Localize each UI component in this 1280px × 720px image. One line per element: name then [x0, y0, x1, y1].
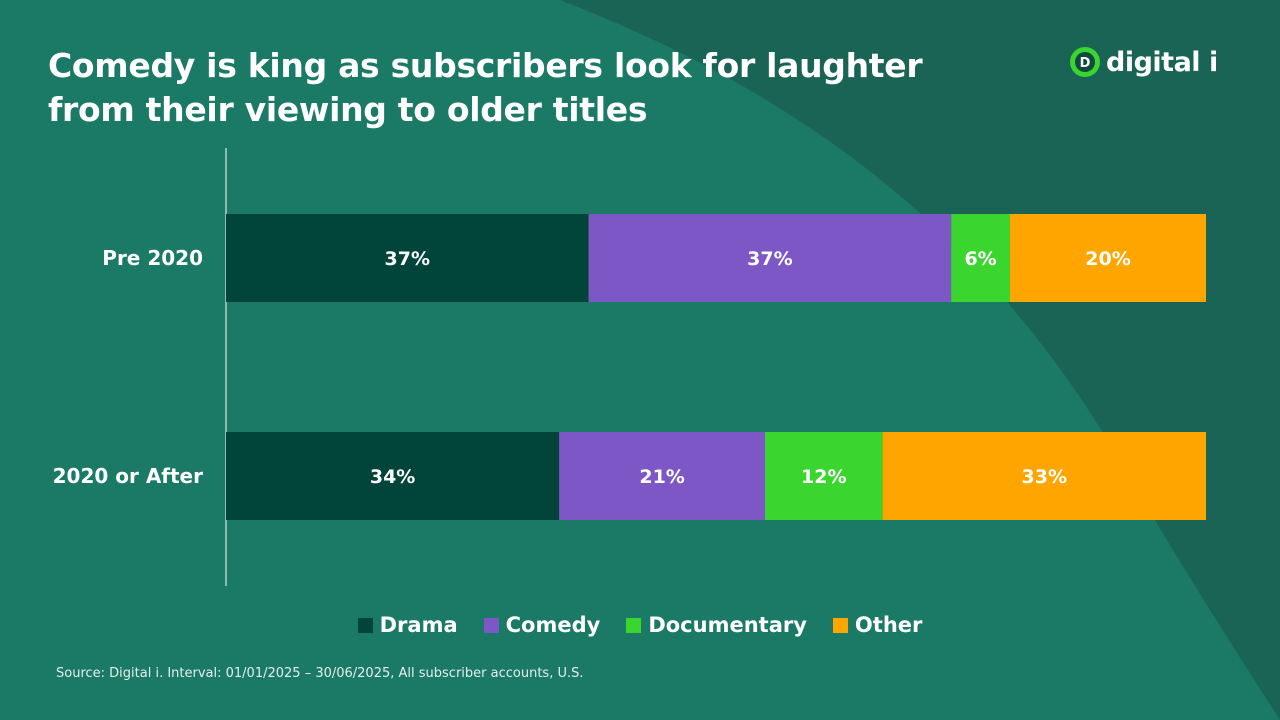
bar-segment-other [1010, 214, 1206, 302]
legend-label: Drama [379, 613, 458, 637]
legend-item-documentary: Documentary [626, 613, 807, 637]
data-label: 12% [801, 466, 846, 488]
logo-text: digital i [1106, 46, 1218, 78]
legend-swatch [832, 617, 848, 633]
legend-item-comedy: Comedy [483, 613, 601, 637]
bar-segment-other [882, 432, 1206, 520]
data-label: 21% [639, 466, 684, 488]
data-label: 6% [964, 248, 996, 270]
legend-swatch [626, 617, 642, 633]
legend-swatch [357, 617, 373, 633]
source-note: Source: Digital i. Interval: 01/01/2025 … [56, 666, 584, 681]
brand-logo: D digital i [1070, 44, 1218, 80]
legend-swatch [483, 617, 499, 633]
legend-label: Documentary [648, 613, 807, 637]
chart-title: Comedy is king as subscribers look for l… [48, 46, 923, 129]
digital-i-logo-icon: D [1070, 47, 1100, 77]
bar-segment-drama [226, 214, 589, 302]
bar-segment-drama [226, 432, 560, 520]
data-label: 33% [1022, 466, 1067, 488]
bar-segment-documentary [951, 214, 1010, 302]
bar-segment-comedy [588, 214, 952, 302]
data-label: 37% [747, 248, 792, 270]
category-label: 2020 or After [53, 464, 203, 488]
data-label: 37% [385, 248, 430, 270]
chart-legend: Drama Comedy Documentary Other [0, 610, 1280, 640]
legend-label: Comedy [505, 613, 601, 637]
category-label: Pre 2020 [102, 246, 203, 270]
legend-label: Other [854, 613, 923, 637]
bar-segment-comedy [559, 432, 765, 520]
data-label: 34% [370, 466, 415, 488]
logo-mark-letter: D [1080, 56, 1091, 71]
legend-item-drama: Drama [357, 613, 458, 637]
data-label: 20% [1085, 248, 1130, 270]
legend-item-other: Other [832, 613, 923, 637]
bar-segment-documentary [765, 432, 883, 520]
